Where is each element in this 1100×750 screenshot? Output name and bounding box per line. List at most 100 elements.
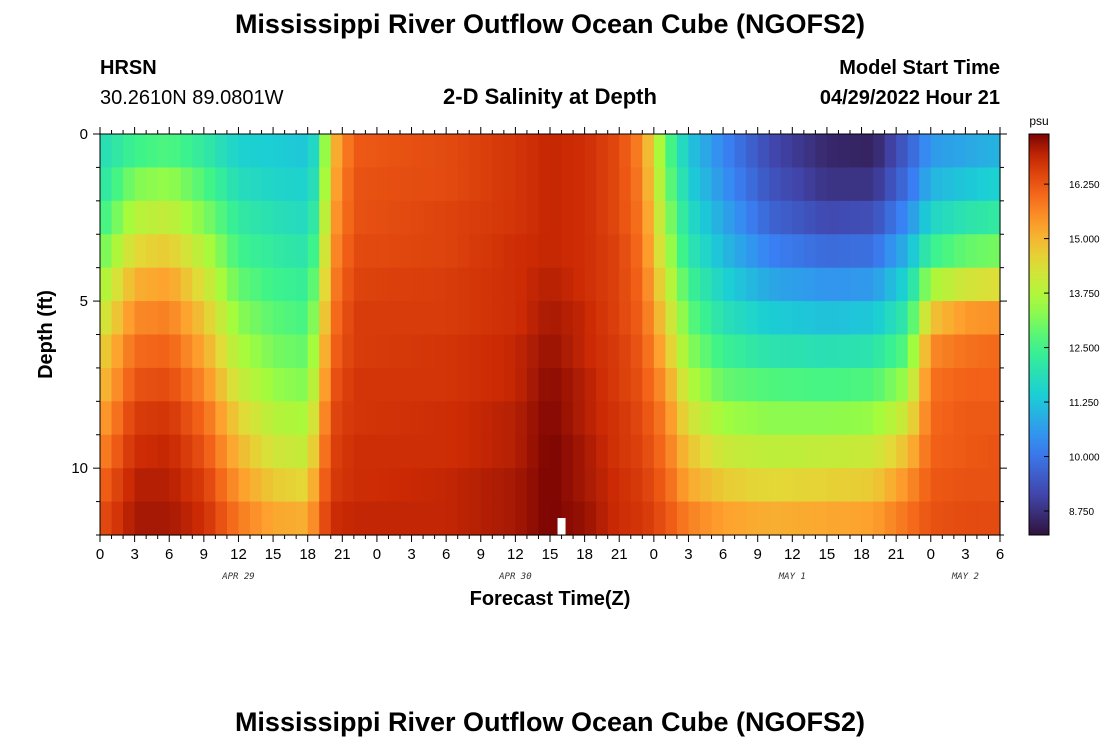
heatmap-cell [376,334,390,369]
colorbar-tick-label: 16.250 [1069,180,1100,191]
heatmap-cell [538,434,551,469]
heatmap-cell [850,434,863,469]
heatmap-cell [192,367,205,402]
heatmap-cell [850,267,863,302]
heatmap-cell [976,167,990,202]
heatmap-cell [146,200,159,235]
x-tick-label: 9 [754,546,762,563]
heatmap-cell [192,401,205,436]
heatmap-cell [976,434,990,469]
heatmap-cell [261,234,274,269]
heatmap-cell [861,401,874,436]
heatmap-cell [723,334,736,369]
heatmap-cell [584,200,597,235]
heatmap-cell [642,501,655,536]
heatmap-cell [642,234,655,269]
heatmap-cell [930,468,943,503]
heatmap-cell [100,401,113,436]
heatmap-cell [226,501,240,536]
heatmap-cell [688,501,701,536]
heatmap-cell [803,401,816,436]
heatmap-cell [803,501,816,536]
heatmap-cell [215,334,228,369]
heatmap-cell [919,267,932,302]
heatmap-cell [446,167,459,202]
heatmap-cell [296,501,309,536]
heatmap-cell [492,434,505,469]
heatmap-cell [584,234,597,269]
heatmap-cell [100,234,113,269]
heatmap-cell [596,234,609,269]
heatmap-cell [238,301,251,336]
heatmap-cell [261,200,274,235]
heatmap-cell [953,234,966,269]
heatmap-cell [434,134,447,169]
heatmap-cell [780,367,793,402]
heatmap-cell [273,167,286,202]
heatmap-cell [942,401,955,436]
heatmap-cell [746,134,759,169]
heatmap-cell [423,234,436,269]
heatmap-cell [123,367,136,402]
heatmap-cell [423,267,436,302]
heatmap-cell [238,334,251,369]
heatmap-cell [723,434,736,469]
heatmap-cell [953,200,966,235]
heatmap-cell [665,468,678,503]
heatmap-cell [157,234,170,269]
heatmap-cell [376,434,390,469]
heatmap-cell [284,367,297,402]
heatmap-cell [988,401,1001,436]
heatmap-cell [769,367,782,402]
heatmap-cell [942,234,955,269]
heatmap-cell [769,401,782,436]
heatmap-cell [250,200,263,235]
heatmap-cell [838,200,851,235]
heatmap-cell [942,167,955,202]
heatmap-cell [630,401,643,436]
heatmap-cell [815,501,828,536]
heatmap-cell [365,367,378,402]
heatmap-cell [665,334,678,369]
heatmap-cell [169,267,182,302]
heatmap-cell [665,501,678,536]
heatmap-cell [653,401,666,436]
heatmap-cell [376,200,390,235]
heatmap-cell [988,134,1001,169]
x-tick-label: 6 [442,546,450,563]
heatmap-cell [423,334,436,369]
heatmap-cell [861,134,874,169]
heatmap-cell [665,367,678,402]
heatmap-cell [561,334,574,369]
heatmap-cell [342,301,355,336]
heatmap-cell [400,468,413,503]
heatmap-cell [457,434,470,469]
heatmap-cell [353,367,366,402]
heatmap-cell [411,501,424,536]
heatmap-cell [296,134,309,169]
heatmap-cell [884,200,897,235]
heatmap-cell [203,167,216,202]
heatmap-cell [284,434,297,469]
heatmap-cell [457,167,470,202]
x-tick-label: 6 [996,546,1004,563]
heatmap-cell [261,334,274,369]
heatmap-cell [723,367,736,402]
heatmap-cell [919,434,932,469]
x-day-label: MAY 1 [778,572,806,582]
heatmap-cell [965,334,978,369]
heatmap-cell [284,401,297,436]
heatmap-cell [584,134,597,169]
heatmap-cell [988,234,1001,269]
heatmap-cell [250,301,263,336]
heatmap-cell [353,434,366,469]
heatmap-cell [307,301,320,336]
heatmap-cell [319,134,332,169]
heatmap-cell [653,134,666,169]
heatmap-cell [123,434,136,469]
heatmap-cell [676,134,690,169]
heatmap-cell [238,267,251,302]
heatmap-cell [446,301,459,336]
heatmap-cell [919,468,932,503]
heatmap-cell [861,334,874,369]
